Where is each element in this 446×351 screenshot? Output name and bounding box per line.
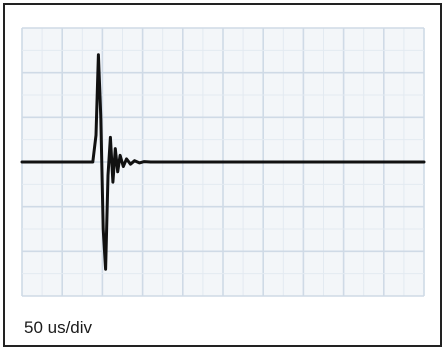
waveform-trace [20, 53, 426, 271]
timebase-label: 50 us/div [24, 318, 93, 337]
trace-layer [20, 53, 426, 271]
